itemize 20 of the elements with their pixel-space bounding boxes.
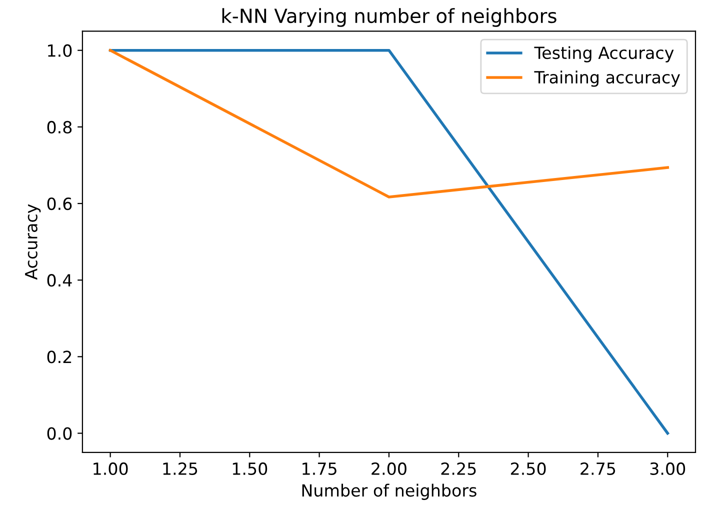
y-tick-label: 0.4 xyxy=(47,274,72,287)
y-axis-title: Accuracy xyxy=(25,204,41,280)
x-tick-label: 1.75 xyxy=(302,462,336,476)
y-tick-label: 0.6 xyxy=(47,197,72,210)
x-tick-label: 2.50 xyxy=(510,462,546,476)
x-tick-label: 1.50 xyxy=(232,462,268,476)
x-tick-label: 3.00 xyxy=(650,462,686,476)
x-axis-title: Number of neighbors xyxy=(302,484,476,500)
x-tick-label: 1.00 xyxy=(94,462,128,476)
y-tick-label: 0.2 xyxy=(47,350,72,364)
x-tick-label: 2.25 xyxy=(441,462,476,476)
y-tick-label: 1.0 xyxy=(48,44,72,57)
legend-label: Testing Accuracy xyxy=(534,46,674,62)
chart-title: k-NN Varying number of neighbors xyxy=(222,8,556,27)
x-tick-label: 2.00 xyxy=(372,462,406,476)
y-tick-label: 0.0 xyxy=(47,427,72,440)
x-tick-label: 1.25 xyxy=(163,462,198,476)
x-tick-label: 2.75 xyxy=(580,462,616,476)
y-tick-label: 0.8 xyxy=(47,120,72,134)
legend-label: Training accuracy xyxy=(534,70,680,87)
